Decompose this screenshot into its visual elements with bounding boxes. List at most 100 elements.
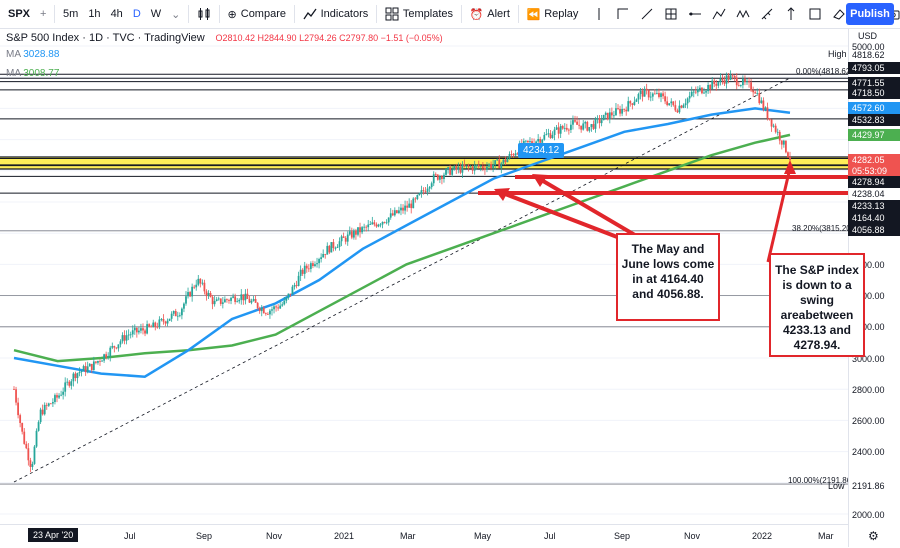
candle-body xyxy=(588,127,591,131)
crosshair-box-icon[interactable] xyxy=(659,0,683,28)
divider xyxy=(294,5,295,23)
price-chart[interactable] xyxy=(0,29,900,547)
trend-line-icon[interactable] xyxy=(635,0,659,28)
candle-body xyxy=(674,105,677,111)
candle-body xyxy=(596,118,599,120)
callout-price: 4234.12 xyxy=(523,145,560,156)
crosshair-date-tag: 23 Apr '20 xyxy=(28,528,79,542)
candle-body xyxy=(418,193,421,196)
candle-body xyxy=(549,133,552,139)
plus-icon[interactable]: + xyxy=(40,8,47,20)
candle-body xyxy=(699,87,701,90)
candle-body xyxy=(322,253,325,258)
candle-body xyxy=(217,298,220,300)
candle-body xyxy=(377,224,380,227)
chevron-down-icon[interactable]: ⌄ xyxy=(171,8,181,21)
timeframe-1h[interactable]: 1h xyxy=(83,0,105,28)
path-tool-icon[interactable] xyxy=(707,0,731,28)
candle-body xyxy=(496,159,499,161)
candle-body xyxy=(629,101,632,104)
ma1-value: 3028.88 xyxy=(23,49,60,60)
annotation-arrows xyxy=(478,160,848,263)
frame-icon[interactable] xyxy=(803,0,827,28)
publish-button[interactable]: Publish xyxy=(846,3,894,25)
candle-body xyxy=(363,226,366,228)
candle-body xyxy=(107,356,110,358)
candle-body xyxy=(682,105,685,108)
replay-label: Replay xyxy=(544,8,579,20)
candle-body xyxy=(228,300,230,301)
candle-body xyxy=(537,139,540,142)
candle-body xyxy=(211,297,214,305)
templates-button[interactable]: Templates xyxy=(380,0,458,28)
indicators-button[interactable]: Indicators xyxy=(298,0,374,28)
candle-body xyxy=(504,159,507,163)
candle-body xyxy=(101,360,103,362)
currency-label[interactable]: USD xyxy=(858,31,878,41)
candle-body xyxy=(285,297,288,301)
candle-body xyxy=(445,169,447,175)
candle-body xyxy=(766,107,769,119)
candle-body xyxy=(701,87,703,94)
divider xyxy=(218,5,220,23)
compare-button[interactable]: ⊕ Compare xyxy=(223,0,291,28)
candle-body xyxy=(342,236,345,238)
candle-body xyxy=(625,109,628,112)
price-callout: 4234.12 xyxy=(518,143,565,158)
candle-body xyxy=(463,164,466,167)
candle-body xyxy=(318,259,320,264)
candle-body xyxy=(316,263,318,265)
candle-body xyxy=(90,363,93,371)
candle-body xyxy=(420,190,423,194)
candle-body xyxy=(133,327,136,331)
candle-body xyxy=(441,176,443,180)
measure-icon[interactable] xyxy=(755,0,779,28)
candle-body xyxy=(29,460,32,467)
candle-body xyxy=(168,318,171,321)
candle-body xyxy=(473,165,476,171)
candle-body xyxy=(602,114,605,121)
candle-body xyxy=(758,93,761,104)
price-3200: 3200.00 xyxy=(852,322,885,332)
candle-body xyxy=(324,253,327,255)
zigzag-icon[interactable] xyxy=(731,0,755,28)
candle-body xyxy=(395,210,398,214)
horizontal-ray-icon[interactable] xyxy=(683,0,707,28)
candle-body xyxy=(547,133,550,135)
timeframe-5m[interactable]: 5m xyxy=(58,0,83,28)
candle-body xyxy=(117,344,120,349)
x-tick: May xyxy=(474,531,492,541)
candle-body xyxy=(670,101,673,104)
candle-body xyxy=(678,105,681,113)
candle-body xyxy=(383,221,386,223)
vertical-line-icon[interactable] xyxy=(587,0,611,28)
candle-body xyxy=(359,227,361,233)
timeframe-4h[interactable]: 4h xyxy=(106,0,128,28)
candle-body xyxy=(739,85,742,86)
candle-body xyxy=(320,257,323,260)
candle-body xyxy=(41,409,44,415)
candles-icon[interactable] xyxy=(192,0,216,28)
templates-icon xyxy=(385,7,399,21)
candle-body xyxy=(357,227,359,235)
range-icon[interactable] xyxy=(779,0,803,28)
candle-body xyxy=(615,108,617,116)
replay-button[interactable]: ⏪ Replay xyxy=(521,0,583,28)
alert-button[interactable]: ⏰ Alert xyxy=(465,0,515,28)
settings-gear-icon[interactable]: ⚙ xyxy=(868,529,879,543)
candle-body xyxy=(21,423,24,432)
rectangle-tool-icon[interactable] xyxy=(611,0,635,28)
arrowhead-icon xyxy=(784,160,796,174)
candle-body xyxy=(66,381,69,383)
ma1-label: MA xyxy=(6,49,21,60)
eraser-icon[interactable] xyxy=(827,0,851,28)
candle-body xyxy=(428,187,431,189)
symbol-search[interactable]: SPX xyxy=(0,0,35,28)
time-axis[interactable] xyxy=(0,524,848,548)
timeframe-d[interactable]: D xyxy=(128,0,146,28)
candle-body xyxy=(281,304,284,306)
candle-body xyxy=(762,100,765,110)
candle-body xyxy=(684,103,687,106)
timeframe-w[interactable]: W xyxy=(146,0,166,28)
candle-body xyxy=(690,91,693,96)
